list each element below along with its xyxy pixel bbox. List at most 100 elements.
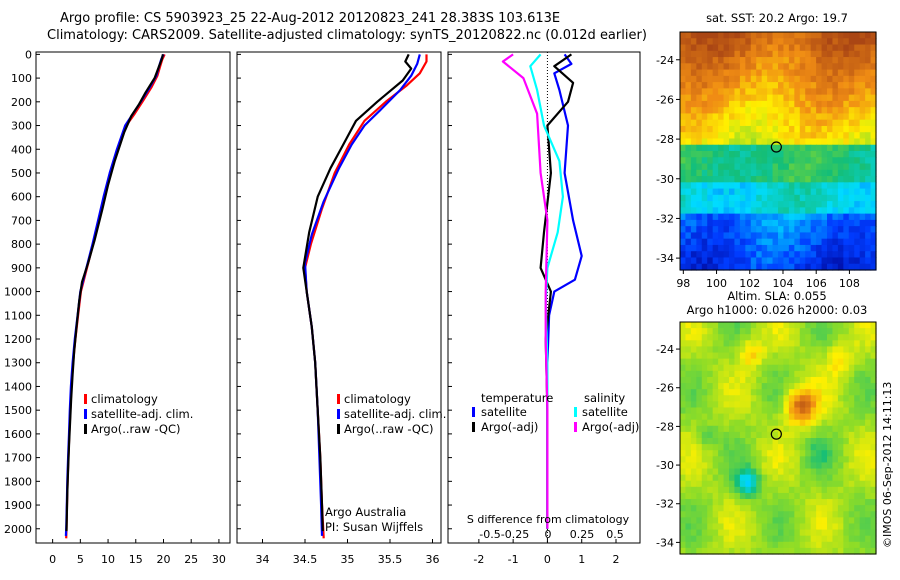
sst-map-cell — [745, 107, 752, 115]
sst-map-cell — [854, 82, 861, 89]
sst-map-cell — [739, 251, 746, 259]
sla-map-cell — [690, 523, 697, 531]
sla-map-cell — [843, 340, 850, 348]
sla-map-cell — [750, 438, 757, 445]
sst-map-cell — [783, 75, 790, 83]
sla-map-cell — [723, 407, 730, 415]
sla-map-cell — [723, 480, 730, 488]
sla-map-cell — [729, 395, 736, 402]
sla-map-cell — [848, 340, 855, 348]
sst-map-cell — [816, 232, 823, 240]
sst-map-cell — [788, 219, 795, 227]
sla-map-cell — [794, 486, 801, 494]
sst-map-cell — [870, 144, 877, 152]
sla-map-cell — [734, 517, 741, 525]
sla-map-cell — [680, 328, 687, 335]
sst-map-heatmap — [680, 32, 877, 271]
sst-map-cell — [832, 169, 839, 177]
sla-map-cell — [734, 474, 741, 482]
sst-map-cell — [750, 244, 757, 252]
sla-map-cell — [854, 444, 861, 451]
sst-map-cell — [707, 107, 714, 115]
sla-map-cell — [827, 535, 834, 543]
sst-map-cell — [756, 132, 763, 140]
sla-map-cell — [696, 425, 703, 433]
sla-map-cell — [832, 352, 839, 360]
sst-map-cell — [854, 188, 861, 196]
sla-map-cell — [848, 499, 855, 506]
sla-map-cell — [701, 529, 708, 537]
sst-map-cell — [734, 138, 741, 146]
sst-map-cell — [729, 176, 736, 183]
sla-map-cell — [827, 438, 834, 445]
sla-map-cell — [816, 358, 823, 366]
sla-map-cell — [805, 431, 812, 439]
sla-map-cell — [810, 450, 817, 457]
sla-map-cell — [712, 401, 719, 409]
sla-map-cell — [745, 376, 752, 384]
sla-map-cell — [701, 370, 708, 378]
sst-map-cell — [701, 151, 708, 158]
sst-map-cell — [816, 132, 823, 140]
sla-map-cell — [788, 535, 795, 543]
sla-map-cell — [767, 456, 774, 464]
sst-map-cell — [859, 44, 866, 52]
sla-map-cell — [712, 352, 719, 360]
sst-map-cell — [805, 176, 812, 183]
sst-map-cell — [696, 38, 703, 46]
sst-map-cell — [701, 57, 708, 64]
sst-map-cell — [685, 75, 692, 83]
sst-map-cell — [690, 32, 697, 39]
sst-map-cell — [778, 207, 785, 215]
sst-map-cell — [832, 251, 839, 259]
sla-map-cell — [854, 486, 861, 494]
sst-map-cell — [712, 32, 719, 39]
sla-map-cell — [707, 468, 714, 476]
sla-map-cell — [712, 517, 719, 525]
sst-map-cell — [734, 132, 741, 140]
sst-map-cell — [690, 107, 697, 115]
sla-map-cell — [783, 535, 790, 543]
sst-map-cell — [712, 113, 719, 121]
sst-map-cell — [865, 144, 872, 152]
sst-map-cell — [767, 188, 774, 196]
sla-map-cell — [734, 419, 741, 427]
sla-map-cell — [848, 480, 855, 488]
sla-map-cell — [832, 462, 839, 470]
sla-map-cell — [854, 529, 861, 537]
sla-map-cell — [690, 492, 697, 500]
sla-map-cell — [767, 505, 774, 512]
sla-map-cell — [854, 322, 861, 329]
sst-map-cell — [712, 144, 719, 152]
sla-map-cell — [745, 456, 752, 464]
sst-map-cell — [761, 119, 768, 127]
sst-map-cell — [788, 182, 795, 190]
sst-map-cell — [718, 100, 725, 108]
sst-map-cell — [778, 75, 785, 83]
sst-map-cell — [837, 182, 844, 190]
sst-map-cell — [750, 169, 757, 177]
sla-map-cell — [745, 352, 752, 360]
sst-map-cell — [734, 182, 741, 190]
sst-map-cell — [734, 69, 741, 77]
sla-map-cell — [772, 492, 779, 500]
y-tick-label: 800 — [11, 238, 32, 251]
sst-map-cell — [805, 244, 812, 252]
sla-map-cell — [783, 395, 790, 402]
series-line-temperature-2 — [65, 54, 164, 532]
sla-map-cell — [739, 492, 746, 500]
sst-map-cell — [827, 157, 834, 165]
sla-map-cell — [794, 364, 801, 372]
sla-map-cell — [827, 401, 834, 409]
sla-map-cell — [756, 395, 763, 402]
sst-map-cell — [810, 44, 817, 52]
sla-map-cell — [701, 468, 708, 476]
sla-map-cell — [870, 340, 877, 348]
sla-map-cell — [788, 456, 795, 464]
sla-map-cell — [810, 438, 817, 445]
sla-map-cell — [788, 474, 795, 482]
sst-map-cell — [832, 207, 839, 215]
sst-map-cell — [761, 88, 768, 96]
sst-map-cell — [783, 32, 790, 39]
sst-map-cell — [734, 38, 741, 46]
